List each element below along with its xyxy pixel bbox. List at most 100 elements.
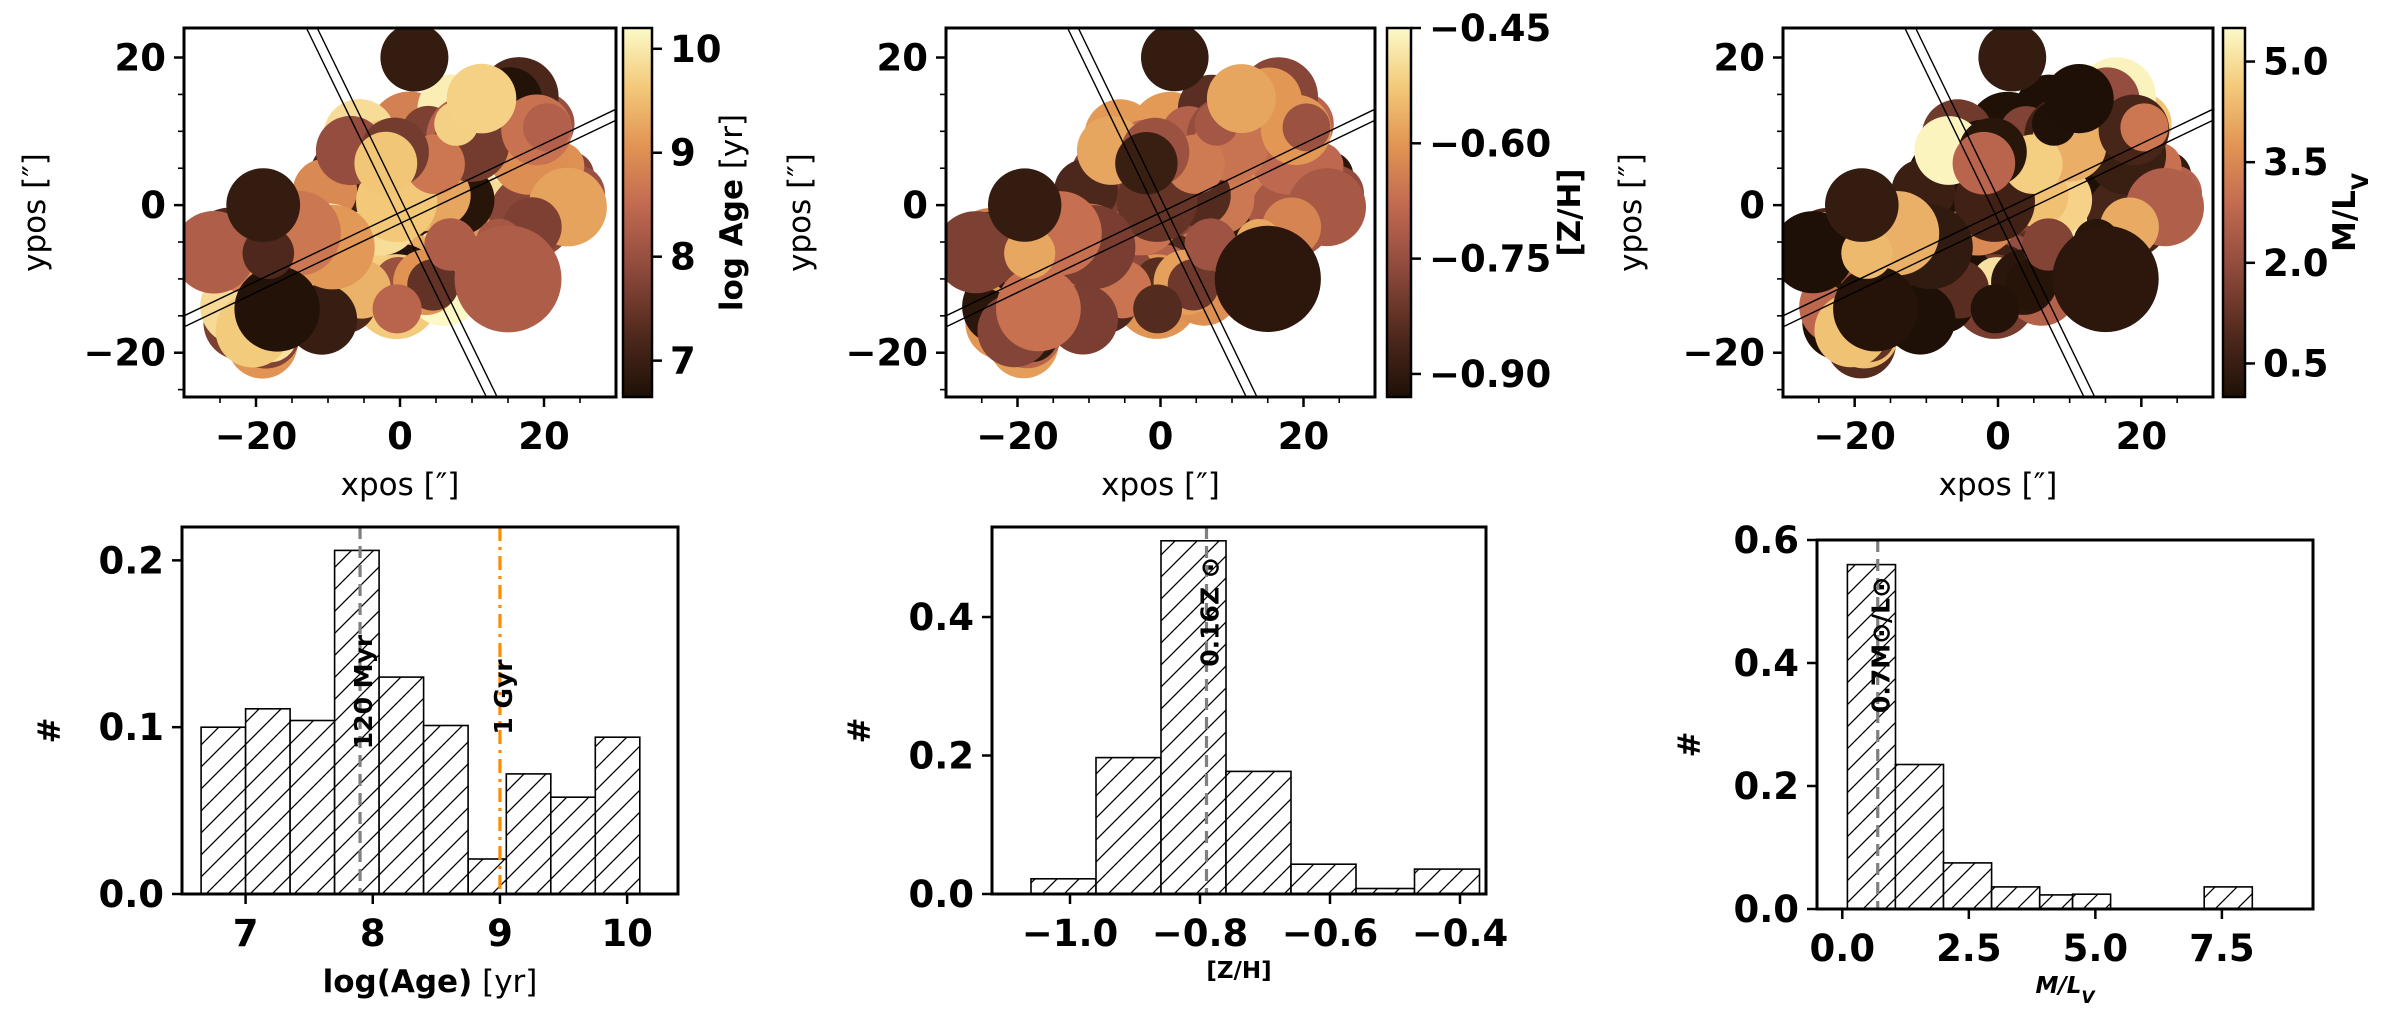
colorbar-tick-label: −0.45 — [1429, 7, 1551, 50]
colorbar-label-main: M/L — [2327, 190, 2363, 252]
y-tick-label: 20 — [1714, 37, 1766, 80]
y-tick-label: 0.2 — [98, 539, 164, 582]
x-tick-label: 5.0 — [2063, 927, 2129, 970]
x-tick-label: 7.5 — [2189, 927, 2255, 970]
histogram-bar — [1160, 539, 1227, 895]
slit-line — [946, 119, 1375, 328]
colorbar-label: log Age [yr] — [714, 114, 750, 311]
map-panel-map_age: −20 0 20 −20 0 20 xpos [″] ypos [″] 7 8 9 10 log Age… — [17, 26, 750, 503]
histogram-bar — [2038, 894, 2074, 910]
colorbar — [2221, 26, 2247, 399]
y-axis-label: ypos [″] — [782, 153, 818, 272]
x-tick-label: 0 — [1148, 415, 1174, 458]
map-cell — [380, 28, 449, 92]
colorbar-tick-label: 3.5 — [2263, 141, 2329, 184]
reference-line-label: 1 Gyr — [489, 659, 518, 735]
x-axis-label: [Z/H] — [1206, 958, 1271, 984]
colorbar-label-main: [Z/H] — [1552, 168, 1588, 256]
y-tick-label: −20 — [1683, 332, 1766, 375]
y-tick-label: 20 — [877, 37, 929, 80]
x-axis-label-main: log(Age) — [323, 964, 473, 1000]
map-cell — [1978, 28, 2047, 92]
slit-line — [1066, 28, 1247, 397]
colorbar-tick-label: 10 — [670, 28, 722, 71]
y-axis-label: # — [32, 718, 68, 744]
map-cells — [946, 28, 1375, 397]
histogram-bar — [1846, 563, 1897, 910]
map-cell — [1970, 284, 2020, 334]
histogram-bar — [378, 676, 425, 895]
map-cell — [1783, 211, 1855, 294]
map-cells — [184, 28, 616, 397]
x-tick-label: 20 — [1278, 415, 1330, 458]
histogram-bar — [244, 707, 291, 895]
slit-line — [1904, 28, 2085, 397]
map-cell — [1133, 284, 1182, 334]
histogram-bar — [1225, 770, 1292, 895]
colorbar-tick-label: 0.5 — [2263, 342, 2329, 385]
histogram-bar — [1990, 886, 2041, 910]
slit-line — [184, 108, 616, 317]
hist-frame — [990, 525, 1488, 896]
colorbar-label-sub: V — [2349, 173, 2374, 190]
y-tick-label: 0.0 — [98, 873, 164, 916]
x-axis-label-sub: V — [2081, 988, 2096, 1008]
x-tick-label: 0.0 — [1810, 927, 1876, 970]
y-tick-label: 0.0 — [1733, 888, 1799, 931]
histogram-bar — [505, 773, 552, 895]
x-tick-label: 10 — [601, 912, 653, 955]
map-cell — [1952, 131, 2016, 195]
map-panel-map_metallicity: −20 0 20 −20 0 20 xpos [″] ypos [″] −0.45 −0.60 −0… — [782, 7, 1588, 503]
map-cell — [354, 131, 418, 195]
y-tick-label: 0 — [140, 184, 166, 227]
map-cell — [2044, 64, 2114, 134]
histogram-bar — [1095, 756, 1162, 895]
x-axis-label: xpos [″] — [341, 467, 460, 503]
colorbar-label-unit: [yr] — [714, 114, 750, 179]
map-cell — [2005, 259, 2057, 311]
slit-line — [316, 28, 498, 397]
map-cell — [407, 259, 459, 311]
colorbar — [621, 26, 654, 399]
colorbar-tick-label: −0.75 — [1429, 238, 1551, 281]
colorbar — [1385, 26, 1413, 399]
map-cell — [1115, 132, 1178, 195]
y-axis-label: # — [1672, 732, 1708, 758]
colorbar-label: [Z/H] — [1552, 168, 1588, 256]
y-tick-label: −20 — [846, 332, 929, 375]
x-tick-label: 20 — [518, 415, 570, 458]
map-cell — [1167, 259, 1219, 311]
map-panel-map_ml: −20 0 20 −20 0 20 xpos [″] ypos [″] 0.5 2.0 3.5 5.0… — [1613, 26, 2374, 503]
x-axis-label-main: M/L — [2035, 973, 2081, 999]
colorbar-tick-label: −0.90 — [1429, 353, 1551, 396]
map-cell — [2052, 225, 2159, 333]
colorbar-label: M/LV — [2327, 173, 2374, 252]
hist-frame — [1815, 538, 2315, 911]
map-cell — [1282, 103, 1331, 152]
slit-line — [946, 108, 1375, 317]
hist-frame — [180, 525, 680, 896]
y-tick-label: −20 — [84, 332, 167, 375]
colorbar-tick-label: 8 — [670, 236, 696, 279]
histogram-bar — [594, 736, 641, 895]
map-cell — [1206, 64, 1276, 134]
x-tick-label: 0 — [387, 415, 413, 458]
x-tick-label: 7 — [233, 912, 259, 955]
map-cell — [446, 63, 517, 134]
histogram-bar — [2071, 893, 2112, 910]
histogram-bar — [422, 724, 469, 895]
slit-line — [1783, 119, 2213, 328]
colorbar-tick-label: 5.0 — [2263, 41, 2329, 84]
map-cell — [1141, 28, 1209, 92]
slit-line — [1783, 108, 2213, 317]
x-tick-label: 20 — [2116, 415, 2168, 458]
x-tick-label: 8 — [360, 912, 386, 955]
map-cell — [1833, 266, 1919, 352]
colorbar-tick-label: 9 — [670, 132, 696, 175]
y-tick-label: 0.1 — [98, 706, 164, 749]
y-tick-label: 0.2 — [908, 735, 974, 778]
reference-line-label: 120 Myr — [349, 634, 378, 749]
x-tick-label: −1.0 — [1022, 912, 1119, 955]
map-cell — [946, 211, 1017, 294]
